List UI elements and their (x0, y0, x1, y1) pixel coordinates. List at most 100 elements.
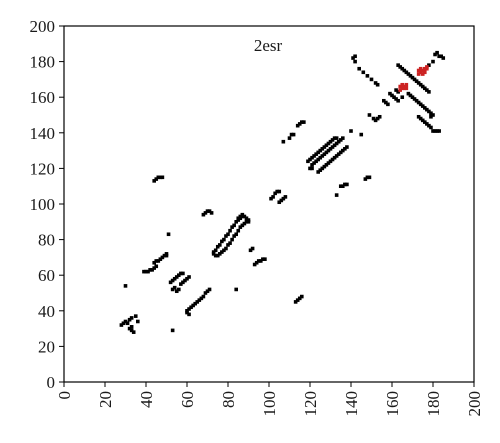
contact-point (174, 289, 179, 294)
contact-point (414, 98, 419, 103)
contact-point (259, 259, 263, 263)
contact-point (318, 168, 323, 172)
contact-point (377, 114, 382, 119)
contact-point (431, 59, 435, 64)
y-tick-label: 160 (30, 88, 56, 107)
contact-point (326, 161, 331, 165)
highlighted-contact-point (425, 65, 429, 69)
contact-point (310, 166, 314, 171)
contact-point (427, 63, 431, 67)
y-tick-label: 80 (38, 231, 55, 250)
contact-point (427, 90, 431, 94)
contact-point (345, 182, 349, 187)
contact-point (416, 100, 421, 105)
contact-point (244, 220, 249, 224)
contact-point (232, 223, 236, 228)
contact-point (246, 218, 251, 222)
contact-point (234, 232, 238, 237)
contact-point (205, 289, 210, 294)
contact-point (185, 310, 189, 315)
contact-point (289, 132, 294, 137)
highlighted-contact-point (402, 86, 407, 91)
contact-point (429, 125, 433, 130)
contact-point (423, 120, 427, 124)
contact-point (277, 189, 282, 194)
contact-point (437, 54, 441, 59)
contact-point (365, 175, 370, 180)
contact-point (418, 102, 423, 107)
contact-point (330, 145, 335, 149)
contact-point (236, 228, 241, 233)
contact-point (168, 280, 173, 285)
contact-point (199, 296, 204, 301)
y-tick-label: 20 (38, 337, 55, 356)
contact-point (146, 269, 150, 274)
x-tick-label: 20 (96, 391, 115, 408)
contact-point (160, 175, 165, 180)
contact-point (152, 266, 156, 270)
contact-point (185, 276, 189, 281)
contact-point (172, 276, 177, 281)
contact-point (297, 296, 302, 301)
contact-point (433, 129, 437, 133)
contact-point (228, 241, 232, 245)
contact-point (195, 300, 200, 304)
contact-point (423, 106, 427, 110)
contact-point (154, 177, 159, 181)
contact-point (314, 152, 318, 156)
contact-point (316, 170, 320, 174)
contact-point (136, 319, 140, 324)
contact-point (248, 248, 253, 253)
contact-point (318, 155, 323, 160)
contact-point (338, 150, 343, 155)
contact-point (152, 260, 156, 265)
contact-point (156, 259, 161, 263)
contact-point (324, 150, 329, 155)
contact-point (416, 81, 421, 85)
contact-point (154, 264, 159, 269)
contact-point (271, 195, 275, 199)
contact-point (201, 294, 206, 299)
highlighted-contact-point (420, 68, 425, 73)
contact-point (170, 278, 175, 283)
contact-point (232, 234, 236, 238)
contact-point (273, 191, 277, 196)
contact-point (418, 116, 423, 121)
contact-point (215, 244, 220, 249)
contact-point (213, 253, 218, 258)
contact-point (254, 260, 259, 265)
contact-point (427, 123, 431, 128)
contact-point (435, 129, 439, 133)
contact-point (127, 326, 132, 331)
x-tick-label: 160 (383, 391, 402, 417)
contact-point (314, 159, 318, 164)
contact-point (384, 100, 388, 105)
contact-point (242, 214, 247, 219)
contact-point (252, 262, 257, 267)
contact-point (326, 141, 331, 146)
contact-point (365, 74, 370, 78)
contact-point (261, 257, 265, 261)
contact-point (275, 189, 279, 194)
contact-point (410, 75, 415, 80)
y-tick-label: 200 (30, 17, 56, 36)
highlighted-contact-point (418, 66, 423, 71)
contact-point (400, 95, 405, 99)
contact-point (367, 113, 372, 117)
contact-point (334, 193, 339, 197)
highlighted-contact-point (404, 82, 409, 87)
y-tick-label: 120 (30, 159, 56, 178)
contact-point (318, 148, 323, 153)
contact-point (416, 114, 421, 119)
contact-point (203, 291, 208, 295)
contact-point (400, 66, 405, 71)
contact-point (433, 52, 437, 57)
contact-point (334, 136, 339, 140)
highlighted-contact-point (416, 72, 421, 76)
contact-point (429, 114, 433, 119)
contact-point (361, 70, 366, 75)
contact-point (394, 88, 398, 92)
contact-point (343, 182, 347, 187)
contact-point (357, 66, 361, 71)
y-tick-label: 180 (30, 53, 56, 72)
